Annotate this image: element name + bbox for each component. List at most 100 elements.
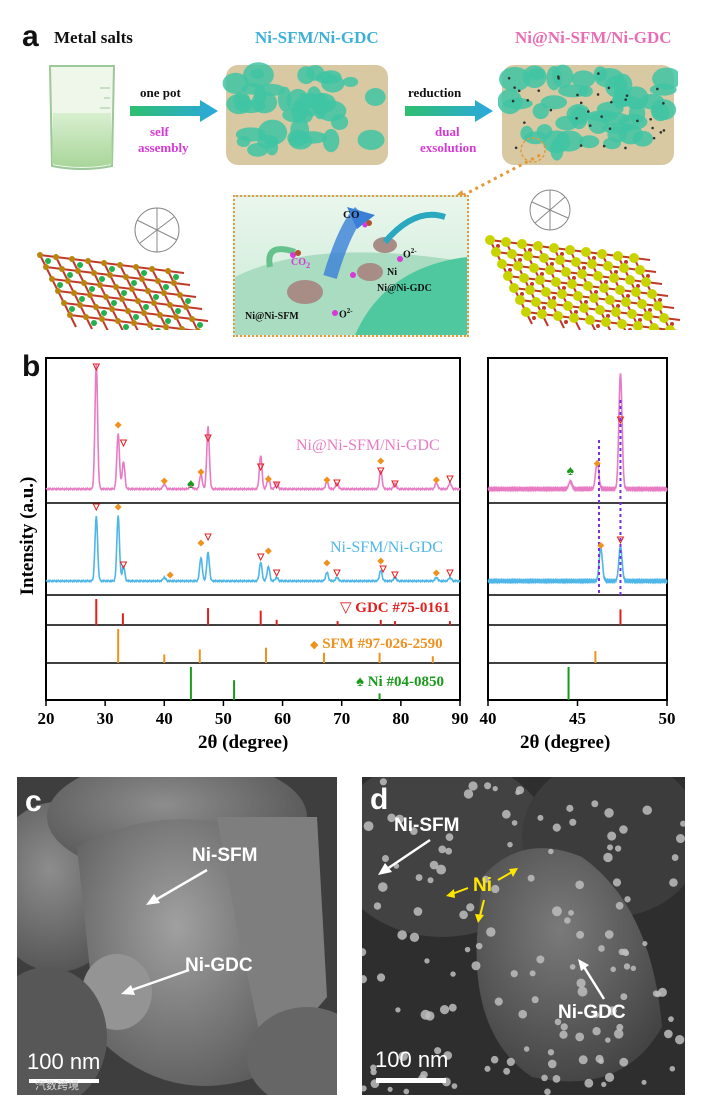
- inset-o2-label-a: O2-: [403, 247, 417, 261]
- ni-sfm-ni-gdc-particles: [222, 62, 388, 165]
- series-line: [45, 363, 461, 492]
- ni-label-d: Ni: [473, 875, 492, 896]
- ni-sfm-label-d: Ni-SFM: [394, 815, 460, 836]
- gdc-marker: [446, 475, 454, 484]
- plot-frame: [487, 357, 668, 701]
- gdc-marker: [119, 561, 128, 570]
- sfm-marker: [593, 460, 601, 467]
- ref-label-sfm: ◆ SFM #97-026-2590: [310, 636, 443, 652]
- series-label-ni-at: Ni@Ni-SFM/Ni-GDC: [296, 437, 440, 454]
- gdc-marker: [379, 565, 387, 574]
- sfm-marker: [197, 468, 205, 476]
- ref-label-ni: ♠ Ni #04-0850: [356, 674, 444, 690]
- panel-d-letter: d: [370, 783, 389, 816]
- ni-sfm-label-c: Ni-SFM: [192, 845, 258, 866]
- assembly-label: assembly: [138, 140, 189, 155]
- inset-co2-label: CO2: [291, 257, 311, 270]
- sfm-marker: [264, 547, 272, 555]
- gdc-marker: [256, 553, 265, 562]
- x-tick-label: 50: [215, 709, 232, 728]
- arrow-right-icon: [130, 100, 218, 122]
- sfm-marker: [166, 571, 174, 579]
- sem-image-d: d Ni-SFM Ni Ni-GDC 100 nm: [362, 777, 685, 1095]
- series-line: [45, 515, 461, 584]
- watermark: 汽数跨境: [35, 1079, 79, 1092]
- ref-label-gdc: ▽ GDC #75-0161: [340, 600, 450, 616]
- x-tick-label: 40: [480, 709, 497, 728]
- sfm-marker: [377, 557, 385, 565]
- xrd-chart: 20 30 40 50 60 70 80 90 ♠ 40 45 50 ♠: [38, 357, 676, 728]
- series-label-ni-sfm: Ni-SFM/Ni-GDC: [330, 539, 443, 556]
- arrow-icon: [378, 838, 431, 875]
- gdc-marker: [92, 503, 101, 512]
- metal-salts-label: Metal salts: [54, 28, 133, 47]
- arrow-right-icon: [405, 100, 493, 122]
- scale-bar-label-c: 100 nm: [27, 1049, 101, 1074]
- gdc-marker: [204, 434, 212, 443]
- panel-b-letter: b: [22, 350, 41, 383]
- ni-gdc-label-d: Ni-GDC: [558, 1002, 626, 1023]
- sfm-marker: [597, 542, 605, 549]
- sfm-marker: [264, 475, 272, 483]
- ni-cluster-icon: [529, 189, 571, 231]
- x-tick-label: 30: [97, 709, 114, 728]
- inset-ni-label: Ni: [387, 267, 397, 278]
- title-ni-sfm-ni-gdc: Ni-SFM/Ni-GDC: [255, 28, 379, 47]
- gdc-marker: [391, 480, 399, 489]
- exsolution-label: exsolution: [420, 140, 477, 155]
- x-tick-label: 50: [659, 709, 676, 728]
- arrow-icon: [146, 868, 208, 905]
- ni-sfm-crystal-structure: [37, 207, 209, 330]
- arrow-icon: [578, 959, 606, 1000]
- gdc-marker: [616, 416, 625, 425]
- ni-marker: ♠: [187, 477, 195, 492]
- sem-image-c: c Ni-SFM Ni-GDC 100 nm 汽数跨境: [17, 777, 337, 1095]
- inset-co-label: CO: [343, 209, 360, 221]
- xrd-main-chart: 20 30 40 50 60 70 80 90 ♠: [38, 357, 469, 728]
- one-pot-label: one pot: [140, 85, 181, 100]
- panel-c-letter: c: [25, 785, 42, 818]
- panel-a-letter: a: [22, 20, 39, 53]
- gdc-marker: [92, 363, 101, 372]
- sfm-marker: [377, 457, 385, 465]
- sfm-marker: [323, 476, 331, 484]
- ni-gdc-label-c: Ni-GDC: [185, 955, 253, 976]
- beaker-icon: [48, 65, 116, 170]
- x-tick-label: 40: [156, 709, 173, 728]
- gdc-marker: [333, 479, 341, 488]
- inset-ni-gdc-label: Ni@Ni-GDC: [377, 283, 432, 294]
- reduction-label: reduction: [408, 85, 462, 100]
- gdc-marker: [119, 439, 128, 448]
- gdc-marker: [376, 467, 385, 476]
- gdc-marker: [616, 536, 625, 545]
- gdc-marker: [272, 569, 281, 578]
- ni-gdc-crystal-structure: [485, 189, 681, 330]
- series-line: [487, 545, 668, 585]
- sfm-marker: [323, 559, 331, 567]
- x-axis-label-zoom: 2θ (degree): [520, 732, 611, 753]
- ni-cluster-icon: [134, 207, 180, 253]
- scale-bar-c: [29, 1079, 99, 1083]
- sfm-marker: [432, 569, 440, 577]
- xrd-zoom-chart: 40 45 50 ♠: [480, 357, 676, 728]
- sfm-marker: [114, 421, 122, 429]
- series-line: [487, 373, 668, 493]
- plot-frame: [45, 357, 461, 701]
- mechanism-inset: CO CO2 O2- Ni Ni@Ni-GDC Ni@Ni-SFM O2-: [233, 195, 469, 337]
- sfm-marker: [114, 503, 122, 511]
- self-label: self: [150, 124, 169, 139]
- scale-bar-d: [376, 1078, 446, 1083]
- arrow-icon: [121, 968, 190, 995]
- x-tick-label: 80: [392, 709, 409, 728]
- x-axis-label-main: 2θ (degree): [198, 732, 289, 753]
- gdc-marker: [446, 569, 454, 578]
- yellow-arrows-icon: [446, 868, 518, 923]
- x-tick-label: 60: [274, 709, 291, 728]
- gdc-marker: [204, 533, 212, 542]
- scale-bar-label-d: 100 nm: [375, 1047, 449, 1072]
- title-ni-at-ni-sfm-ni-gdc: Ni@Ni-SFM/Ni-GDC: [515, 28, 672, 47]
- sfm-marker: [432, 476, 440, 484]
- gdc-marker: [256, 463, 265, 472]
- gdc-marker: [391, 571, 399, 580]
- x-tick-label: 70: [333, 709, 350, 728]
